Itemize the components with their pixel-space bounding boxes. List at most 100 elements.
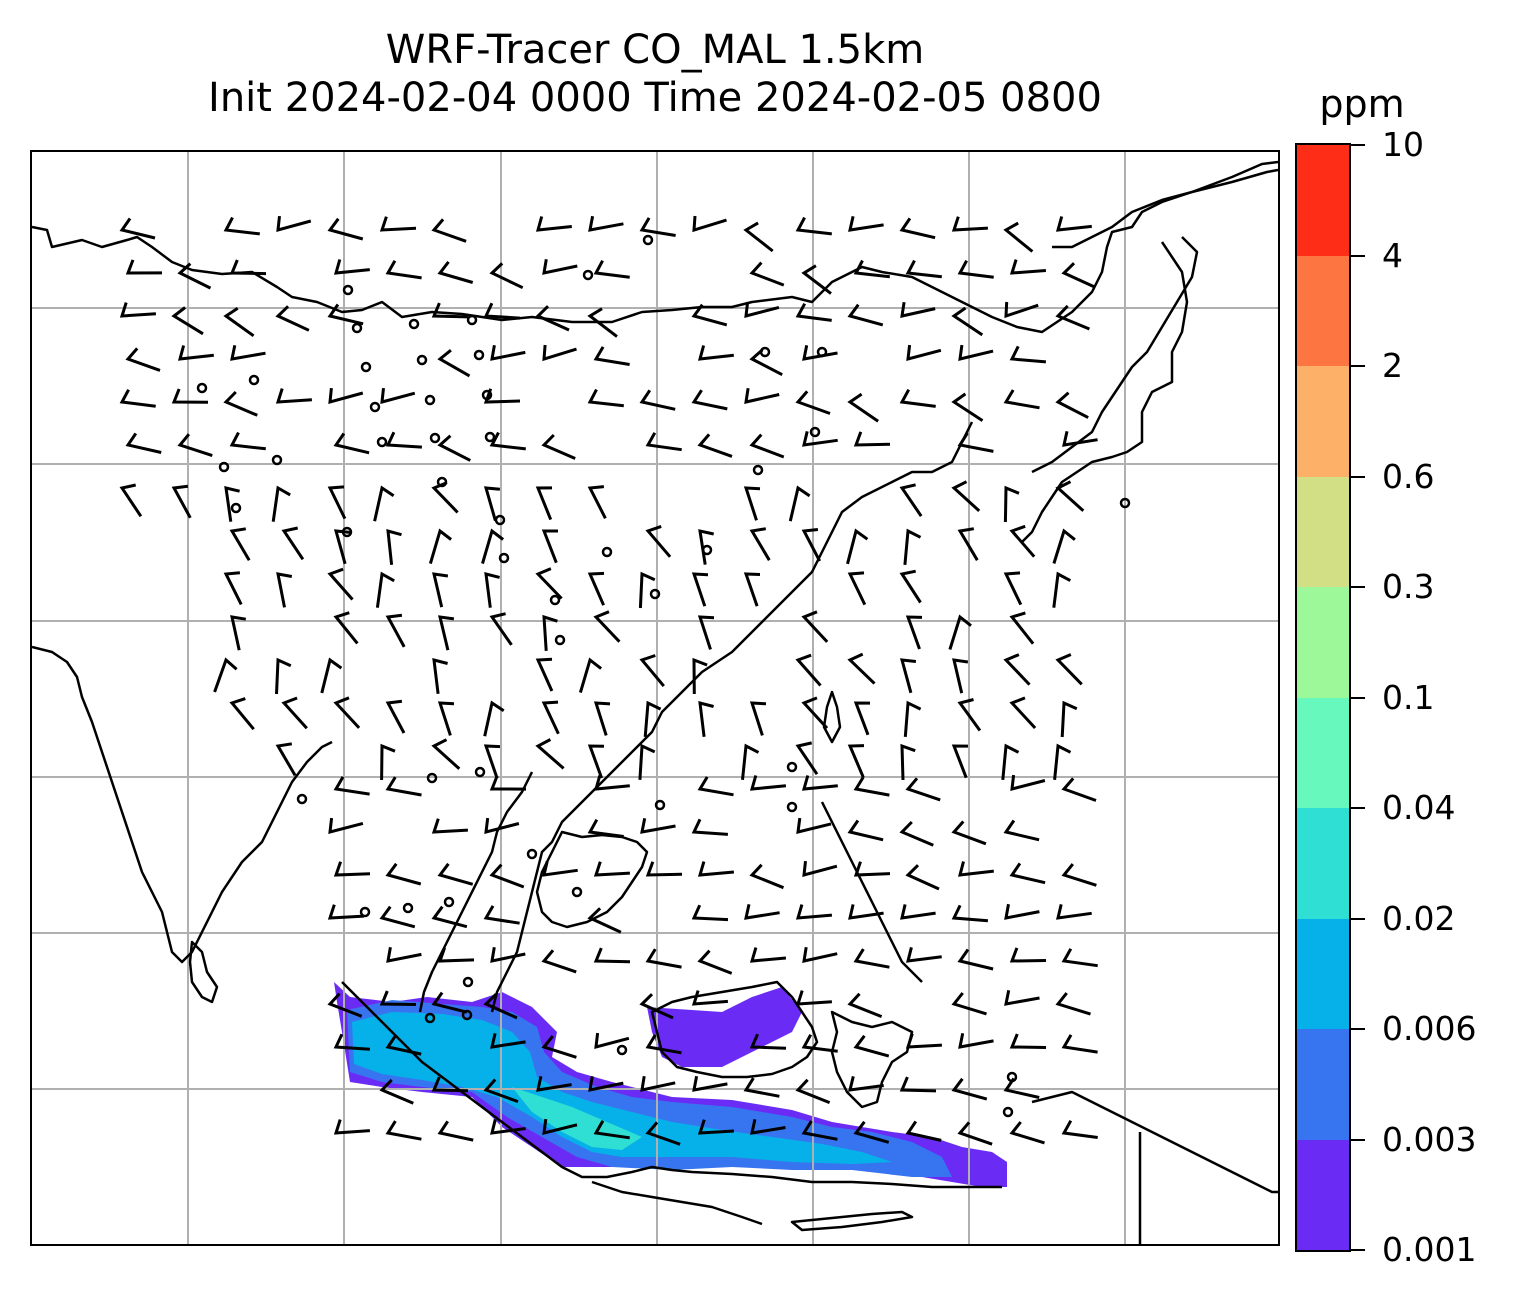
calm-wind-circle [443, 896, 455, 908]
wind-barb [230, 615, 247, 651]
calm-wind-circle [494, 514, 506, 526]
wind-barb [490, 946, 526, 963]
wind-barb [489, 612, 513, 646]
tracer-region-north [647, 987, 802, 1067]
wind-barb [749, 947, 787, 963]
colorbar-segment [1297, 255, 1349, 366]
wind-barb [853, 948, 890, 969]
calm-wind-circle [816, 346, 828, 358]
wind-barb [899, 658, 917, 694]
wind-barb [1053, 743, 1072, 780]
colorbar-tick [1351, 696, 1365, 699]
wind-barb [386, 528, 402, 565]
wind-barb [385, 1034, 422, 1056]
wind-barb [645, 432, 682, 452]
wind-barb [801, 610, 829, 643]
calm-wind-circle [271, 454, 283, 466]
wind-barb [333, 529, 351, 565]
wind-barb [1004, 903, 1040, 920]
wind-barb [431, 1076, 469, 1093]
wind-barb [593, 947, 631, 964]
coastline-southeast-asia [490, 421, 974, 1013]
map-panel[interactable] [30, 150, 1280, 1246]
calm-wind-circle [351, 322, 363, 334]
wind-barb [535, 738, 565, 770]
wind-barb [958, 1033, 994, 1049]
wind-barb [125, 347, 161, 372]
wind-barb [952, 658, 969, 694]
wind-barb [223, 307, 255, 338]
wind-barb [327, 992, 363, 1018]
wind-barb [640, 1075, 676, 1092]
calm-wind-circle [554, 634, 566, 646]
colorbar-tick-label: 0.3 [1382, 567, 1435, 606]
title-line-1: WRF-Tracer CO_MAL 1.5km [385, 27, 925, 73]
wind-barb [957, 1121, 993, 1146]
wind-barb [490, 1032, 526, 1049]
wind-barb [333, 861, 371, 877]
wind-barb [848, 1076, 884, 1092]
wind-barb [275, 742, 297, 777]
colorbar-segment [1297, 587, 1349, 698]
wind-barb [903, 700, 922, 738]
wind-barb [846, 528, 869, 565]
wind-barb [333, 696, 361, 729]
wind-barb [431, 818, 468, 834]
wind-barb [853, 776, 890, 797]
wind-barb [788, 485, 811, 522]
tracer-region-inner [352, 1012, 892, 1164]
wind-barb [1009, 259, 1047, 275]
wind-barb [379, 1078, 414, 1105]
coastline-sulawesi [830, 1010, 914, 1109]
calm-wind-circle [416, 354, 428, 366]
wind-barb [438, 615, 455, 651]
wind-barb [957, 698, 982, 732]
wind-barb [903, 528, 922, 566]
wind-barb [638, 571, 656, 609]
wind-barb [951, 216, 988, 232]
coastline-east-china [1052, 168, 1278, 249]
wind-barb [437, 862, 474, 886]
wind-barb [847, 303, 884, 327]
wind-barb [853, 431, 891, 447]
wind-barb [490, 1119, 526, 1135]
wind-barb [229, 259, 267, 276]
coastline-philippines [820, 801, 923, 983]
wind-barb [483, 744, 501, 779]
wind-barb [847, 571, 867, 606]
wind-barb [177, 433, 213, 458]
wind-barb [593, 1120, 630, 1140]
wind-barb [431, 218, 467, 243]
wind-barb [853, 1120, 890, 1144]
wind-barb [171, 306, 204, 336]
wind-barb [437, 1120, 474, 1142]
wind-barb [801, 696, 829, 730]
wind-barb [276, 215, 312, 233]
wind-barb [483, 302, 520, 320]
wind-barb [593, 610, 621, 643]
colorbar-segment [1297, 697, 1349, 808]
wind-barb [795, 904, 833, 920]
wind-barb [171, 388, 209, 404]
wind-barb [795, 390, 831, 415]
wind-barb [578, 657, 603, 694]
wind-barb [320, 657, 343, 694]
wind-barb [593, 861, 630, 877]
colorbar-segment [1297, 1029, 1349, 1140]
wind-barb [385, 431, 422, 449]
wind-barb [1003, 1077, 1040, 1099]
wind-barb [905, 864, 940, 891]
wind-barb [948, 614, 972, 650]
colorbar-tick-label: 0.6 [1382, 456, 1435, 496]
wind-barb [1003, 221, 1034, 253]
wind-barb [275, 305, 310, 332]
wind-barb [905, 777, 941, 802]
wind-barb [691, 904, 729, 922]
wind-barb [853, 861, 891, 877]
wind-barb [535, 657, 554, 692]
wind-barb [1055, 216, 1092, 232]
wind-barb [905, 259, 942, 279]
wind-barb [1061, 1034, 1098, 1054]
wind-barb [1009, 696, 1037, 730]
wind-barb [905, 1033, 942, 1049]
